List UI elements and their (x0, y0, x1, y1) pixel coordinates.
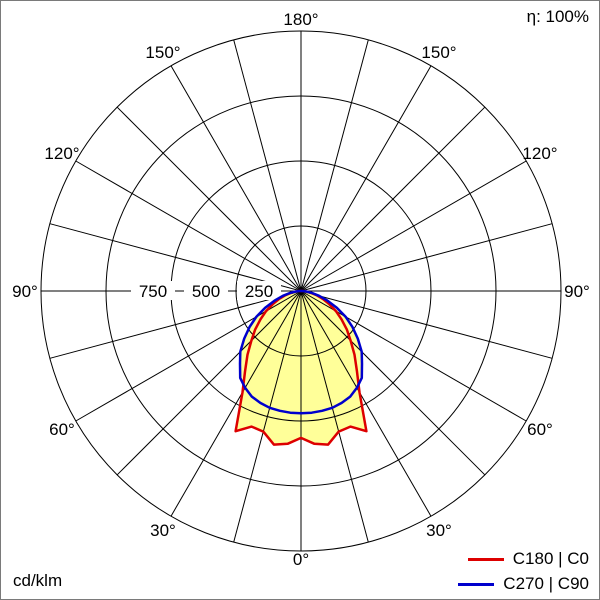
angle-label: 90° (12, 282, 38, 301)
grid-spoke (300, 290, 432, 517)
legend-line-blue (458, 582, 495, 586)
grid-spoke (300, 290, 369, 543)
grid-spoke (300, 290, 553, 359)
grid-spoke (233, 290, 302, 543)
angle-label: 150° (145, 43, 180, 62)
grid-spoke (49, 290, 302, 359)
grid-spoke (300, 65, 432, 292)
grid-spoke (116, 106, 302, 292)
curve-c180-c0 (234, 289, 368, 446)
unit-label: cd/klm (13, 571, 63, 590)
legend-label-c90: C270 | C90 (503, 574, 589, 593)
grid-spoke (300, 160, 527, 292)
angle-label: 60° (527, 420, 553, 439)
legend: C180 | C0 C270 | C90 (458, 549, 589, 594)
legend-item-c90: C270 | C90 (458, 574, 589, 594)
angle-label: 180° (283, 10, 318, 29)
grid-spoke (300, 39, 369, 292)
legend-label-c0: C180 | C0 (512, 549, 589, 568)
grid-spoke (49, 223, 302, 292)
grid-spoke (170, 290, 302, 517)
angle-label: 30° (150, 521, 176, 540)
efficiency-label: η: 100% (526, 7, 589, 26)
angle-label: 120° (44, 144, 79, 163)
angle-label: 60° (49, 420, 75, 439)
radial-tick-label: 750 (139, 282, 167, 301)
radial-tick-bg (237, 281, 281, 300)
angle-label: 0° (293, 550, 309, 569)
grid-spoke (170, 65, 302, 292)
grid-spoke (75, 290, 302, 422)
angle-label: 90° (564, 282, 590, 301)
legend-item-c0: C180 | C0 (458, 549, 589, 569)
grid-spoke (233, 39, 302, 292)
radial-tick-label: 250 (245, 282, 273, 301)
radial-tick-bg (184, 281, 228, 300)
radial-tick-bg (131, 281, 175, 300)
grid-spoke (75, 160, 302, 292)
angle-label: 150° (421, 43, 456, 62)
legend-line-red (467, 557, 504, 561)
angle-label: 120° (522, 144, 557, 163)
grid-spoke (300, 290, 527, 422)
angle-label: 30° (426, 521, 452, 540)
curve-c270-c90 (238, 289, 364, 415)
radial-tick-label: 500 (192, 282, 220, 301)
grid-spoke (300, 106, 486, 292)
grid-spoke (116, 290, 302, 476)
grid-spoke (300, 290, 486, 476)
grid-spoke (300, 223, 553, 292)
